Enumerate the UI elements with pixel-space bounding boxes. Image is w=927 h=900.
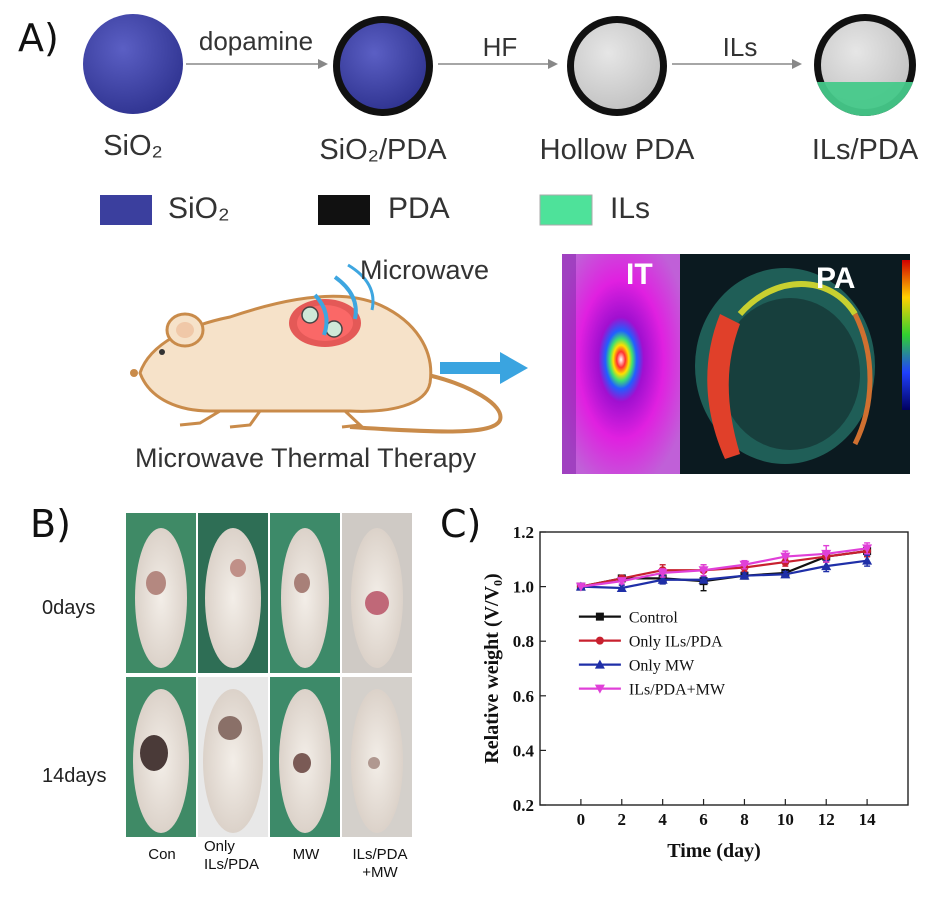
panel-b-label: B) xyxy=(30,502,71,546)
mouse-photo-grid xyxy=(126,513,412,837)
data-point xyxy=(739,560,750,570)
photo-mw-0days xyxy=(270,513,340,673)
step-label-ils-pda: ILs/PDA xyxy=(811,134,919,166)
data-point xyxy=(616,582,627,592)
legend-item: ILs/PDA+MW xyxy=(578,682,726,699)
y-tick-label: 0.2 xyxy=(513,796,534,815)
x-tick-label: 6 xyxy=(699,810,708,829)
column-label-ils-pda-mw: ILs/PDA +MW xyxy=(352,846,408,881)
step-label-sio2: SiO₂ xyxy=(103,130,163,162)
x-tick-label: 12 xyxy=(818,810,835,829)
legend-label-pda: PDA xyxy=(388,192,450,225)
legend-swatch-pda xyxy=(318,195,370,225)
y-tick-label: 0.6 xyxy=(513,687,534,706)
column-label-con: Con xyxy=(148,846,176,863)
mouse-illustration xyxy=(130,263,503,434)
legend-swatch-sio2 xyxy=(100,195,152,225)
data-point xyxy=(821,549,832,559)
sio2-sphere xyxy=(83,14,183,114)
data-point xyxy=(739,570,750,580)
data-point xyxy=(595,612,604,621)
right-arrow-icon xyxy=(440,352,528,384)
data-point xyxy=(657,568,668,578)
x-tick-label: 14 xyxy=(859,810,877,829)
row-label-14days: 14days xyxy=(42,765,107,787)
series-line xyxy=(580,550,868,588)
series-line xyxy=(580,547,868,588)
x-tick-label: 10 xyxy=(777,810,794,829)
column-label-mw: MW xyxy=(292,846,320,863)
legend-label: Only ILs/PDA xyxy=(629,634,723,651)
data-point xyxy=(698,566,709,576)
arrow-label-ils: ILs xyxy=(722,32,758,62)
therapy-label: Microwave Thermal Therapy xyxy=(135,443,477,473)
legend-item: Only ILs/PDA xyxy=(578,634,723,651)
y-tick-label: 0.4 xyxy=(513,741,535,760)
arrow-label-dopamine: dopamine xyxy=(198,26,314,56)
data-point xyxy=(780,552,791,562)
y-axis-label: Relative weight (V/V₀) xyxy=(481,573,503,763)
plot-frame xyxy=(539,531,909,806)
x-tick-label: 2 xyxy=(618,810,627,829)
photo-mw-14days xyxy=(270,677,340,837)
arrow-ils xyxy=(672,59,802,69)
data-point xyxy=(698,574,709,584)
legend-label: Control xyxy=(629,610,678,627)
arrow-hf xyxy=(438,59,558,69)
legend-item: Only MW xyxy=(578,658,695,675)
data-point xyxy=(594,659,605,669)
legend-label: ILs/PDA+MW xyxy=(629,682,726,699)
column-label-only-ils-pda: Only ILs/PDA xyxy=(204,838,260,873)
chart-legend: Control Only ILs/PDA Only MW ILs/PDA+MW xyxy=(578,610,726,699)
data-point xyxy=(575,582,586,592)
legend-label-ils: ILs xyxy=(610,192,651,225)
infrared-thermal-image xyxy=(562,254,680,474)
arrow-dopamine xyxy=(186,59,328,69)
y-tick-label: 1.0 xyxy=(513,578,534,597)
data-point xyxy=(595,636,604,645)
row-label-0days: 0days xyxy=(42,597,96,619)
legend-label: Only MW xyxy=(629,658,695,675)
legend-item: Control xyxy=(578,610,678,627)
x-tick-label: 0 xyxy=(577,810,586,829)
data-point xyxy=(862,555,873,565)
photo-con-0days xyxy=(126,513,196,673)
data-point xyxy=(780,569,791,579)
x-axis-label: Time (day) xyxy=(667,840,761,862)
photo-ils-pda-mw-0days xyxy=(342,513,412,673)
imaging-label-pa: PA xyxy=(816,262,856,295)
photo-ils-pda-mw-14days xyxy=(342,677,412,837)
data-point xyxy=(657,574,668,584)
data-point xyxy=(594,684,605,694)
x-tick-label: 8 xyxy=(740,810,749,829)
microwave-label: Microwave xyxy=(360,255,490,285)
photo-only-ils-pda-0days xyxy=(198,513,268,673)
arrow-label-hf: HF xyxy=(482,32,518,62)
photo-only-ils-pda-14days xyxy=(198,677,268,837)
y-tick-label: 0.8 xyxy=(513,632,534,651)
imaging-label-it: IT xyxy=(626,258,653,291)
data-point xyxy=(616,577,627,587)
data-point xyxy=(862,544,873,554)
panel-a-label: A) xyxy=(18,16,59,60)
data-point xyxy=(821,561,832,571)
chart-axes: 0.2 0.4 0.6 0.8 1.0 1.2 0 2 4 6 8 10 12 14 Time (day) R… xyxy=(481,523,909,862)
legend-label-sio2: SiO₂ xyxy=(168,192,230,225)
legend-swatch-ils xyxy=(539,194,593,226)
panel-c-label: C) xyxy=(440,502,482,546)
step-label-hollow-pda: Hollow PDA xyxy=(539,134,695,166)
chart-marks xyxy=(575,542,873,592)
weight-line-chart: 0.2 0.4 0.6 0.8 1.0 1.2 0 2 4 6 8 10 12 14 Time (day) R… xyxy=(481,523,909,862)
series-only-mw xyxy=(575,554,873,592)
y-tick-label: 1.2 xyxy=(513,523,534,542)
series-line xyxy=(580,559,868,590)
step-label-sio2-pda: SiO₂/PDA xyxy=(319,134,447,166)
series-ils-pda-mw xyxy=(575,542,873,592)
synthesis-scheme xyxy=(83,14,916,226)
photo-con-14days xyxy=(126,677,196,837)
x-tick-label: 4 xyxy=(658,810,667,829)
photoacoustic-image xyxy=(680,254,910,474)
